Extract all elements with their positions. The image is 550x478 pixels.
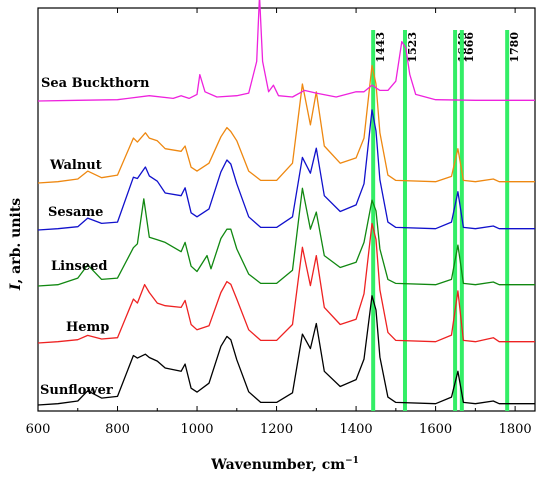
x-axis-title: Wavenumber, cm−1: [210, 456, 359, 473]
series-label: Walnut: [49, 158, 102, 173]
series-line-sesame: [37, 109, 535, 231]
y-axis-title: I, arb. units: [8, 198, 24, 291]
series-labels: Sunflower Hemp Linseed Sesame Walnut Sea Buck…: [40, 76, 150, 398]
reference-lines: 14431523164916661780: [371, 30, 521, 411]
x-tick-label: 1000: [180, 422, 213, 437]
series-label: Sesame: [48, 205, 103, 220]
series-label: Linseed: [51, 259, 107, 274]
plot-frame: [37, 7, 536, 412]
series-label: Sea Buckthorn: [41, 76, 150, 91]
series-label: Sunflower: [40, 383, 113, 398]
reference-line-label: 1780: [508, 32, 521, 63]
reference-line-label: 1443: [374, 32, 387, 63]
series-line-linseed: [37, 187, 535, 287]
series-line-hemp: [37, 222, 535, 344]
x-axis: 600 800 1000 1200 1400 1600 1800: [26, 8, 532, 437]
plot-area: [37, 7, 536, 412]
reference-line-label: 1523: [406, 32, 419, 63]
spectra: [37, 0, 535, 406]
x-tick-label: 1400: [340, 422, 373, 437]
reference-line-label: 1666: [463, 32, 476, 63]
x-axis-title-superscript: −1: [345, 456, 359, 466]
series-line-walnut: [37, 64, 535, 184]
x-tick-label: 1200: [260, 422, 293, 437]
x-tick-label: 600: [26, 422, 51, 437]
x-tick-label: 1800: [499, 422, 532, 437]
series-line-sea-buckthorn: [37, 0, 535, 102]
series-label: Hemp: [66, 320, 109, 335]
series-line-sunflower: [37, 295, 535, 406]
x-tick-label: 1600: [419, 422, 452, 437]
x-tick-label: 800: [105, 422, 130, 437]
